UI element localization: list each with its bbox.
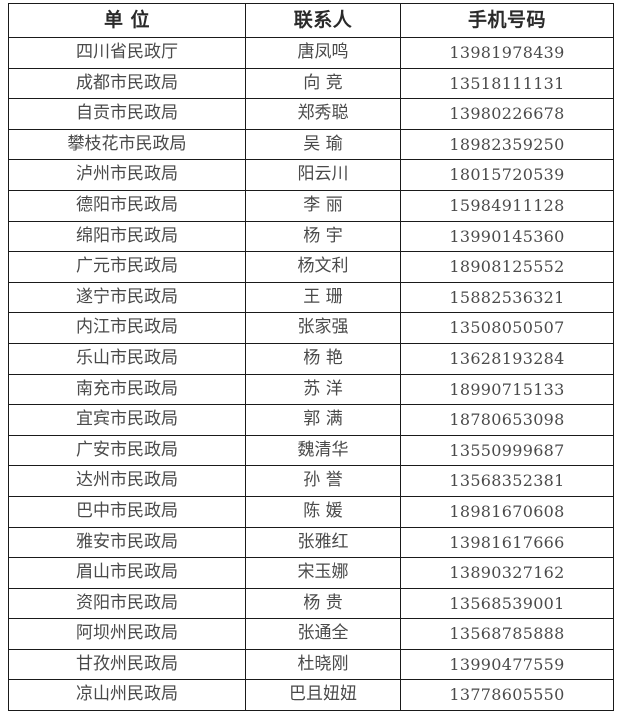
- table-row: 广元市民政局 杨文利 18908125552: [8, 251, 614, 283]
- cell-unit: 巴中市民政局: [8, 495, 246, 528]
- cell-contact-person: 张雅红: [245, 526, 401, 559]
- cell-contact-person: 张家强: [245, 312, 401, 344]
- cell-phone-number: 18780653098: [400, 404, 614, 436]
- table-row: 乐山市民政局杨 艳 13628193284: [8, 342, 614, 375]
- cell-contact-person: 杨 宇: [245, 220, 401, 253]
- table-row: 泸州市民政局 阳云川 18015720539: [8, 159, 614, 191]
- table-row: 四川省民政厅 唐凤鸣 13981978439: [8, 37, 614, 69]
- cell-contact-person: 李 丽: [245, 189, 401, 222]
- cell-contact-person: 吴 瑜: [245, 128, 401, 161]
- cell-unit: 雅安市民政局: [8, 526, 246, 559]
- table-row: 巴中市民政局陈 媛 18981670608: [8, 495, 614, 528]
- cell-contact-person: 孙 誉: [245, 465, 401, 497]
- table-row: 雅安市民政局 张雅红 13981617666: [8, 526, 614, 559]
- cell-unit: 绵阳市民政局: [8, 220, 246, 253]
- cell-phone-number: 13990477559: [400, 648, 614, 681]
- table-header: 单 位 联系人 手机号码: [8, 3, 614, 38]
- table-row: 内江市民政局 张家强 13508050507: [8, 312, 614, 344]
- table-row: 攀枝花市民政局吴 瑜 18982359250: [8, 128, 614, 161]
- cell-phone-number: 18015720539: [400, 159, 614, 191]
- cell-phone-number: 13568785888: [400, 618, 614, 650]
- column-header-person: 联系人: [245, 3, 401, 38]
- cell-phone-number: 13550999687: [400, 434, 614, 467]
- cell-contact-person: 阳云川: [245, 159, 401, 191]
- column-header-unit: 单 位: [8, 3, 246, 38]
- cell-unit: 凉山州民政局: [8, 679, 246, 711]
- cell-unit: 广安市民政局: [8, 434, 246, 467]
- cell-unit: 自贡市民政局: [8, 98, 246, 130]
- cell-contact-person: 郭 满: [245, 404, 401, 436]
- cell-phone-number: 13980226678: [400, 98, 614, 130]
- header-row: 单 位 联系人 手机号码: [8, 3, 614, 38]
- cell-contact-person: 杨文利: [245, 251, 401, 283]
- table-row: 宜宾市民政局郭 满 18780653098: [8, 404, 614, 436]
- cell-phone-number: 18990715133: [400, 373, 614, 406]
- cell-phone-number: 13568539001: [400, 587, 614, 620]
- cell-contact-person: 向 竞: [245, 67, 401, 100]
- cell-unit: 南充市民政局: [8, 373, 246, 406]
- cell-unit: 遂宁市民政局: [8, 281, 246, 314]
- cell-phone-number: 13778605550: [400, 679, 614, 711]
- cell-contact-person: 魏清华: [245, 434, 401, 467]
- cell-contact-person: 陈 媛: [245, 495, 401, 528]
- cell-phone-number: 13981978439: [400, 37, 614, 69]
- column-header-phone: 手机号码: [400, 3, 614, 38]
- cell-unit: 攀枝花市民政局: [8, 128, 246, 161]
- table-row: 阿坝州民政局 张通全 13568785888: [8, 618, 614, 650]
- cell-phone-number: 13990145360: [400, 220, 614, 253]
- cell-unit: 内江市民政局: [8, 312, 246, 344]
- table-row: 凉山州民政局 巴且妞妞 13778605550: [8, 679, 614, 711]
- cell-contact-person: 杨 贵: [245, 587, 401, 620]
- cell-unit: 宜宾市民政局: [8, 404, 246, 436]
- table-row: 遂宁市民政局王 珊 15882536321: [8, 281, 614, 314]
- cell-contact-person: 杜晓刚: [245, 648, 401, 681]
- cell-unit: 眉山市民政局: [8, 557, 246, 589]
- cell-phone-number: 13518111131: [400, 67, 614, 100]
- cell-contact-person: 宋玉娜: [245, 557, 401, 589]
- cell-phone-number: 18908125552: [400, 251, 614, 283]
- table-row: 德阳市民政局李 丽 15984911128: [8, 189, 614, 222]
- cell-phone-number: 18981670608: [400, 495, 614, 528]
- cell-unit: 资阳市民政局: [8, 587, 246, 620]
- contact-directory-table: 单 位 联系人 手机号码 四川省民政厅 唐凤鸣 13981978439 成都市民政局向…: [8, 3, 614, 711]
- table-body: 四川省民政厅 唐凤鸣 13981978439 成都市民政局向 竞 13518111131…: [8, 37, 614, 711]
- table-row: 成都市民政局向 竞 13518111131: [8, 67, 614, 100]
- cell-unit: 成都市民政局: [8, 67, 246, 100]
- table-row: 绵阳市民政局杨 宇 13990145360: [8, 220, 614, 253]
- cell-contact-person: 唐凤鸣: [245, 37, 401, 69]
- table-row: 达州市民政局孙 誉 13568352381: [8, 465, 614, 497]
- cell-unit: 德阳市民政局: [8, 189, 246, 222]
- cell-unit: 四川省民政厅: [8, 37, 246, 69]
- cell-phone-number: 15882536321: [400, 281, 614, 314]
- cell-phone-number: 13981617666: [400, 526, 614, 559]
- table-row: 甘孜州民政局 杜晓刚 13990477559: [8, 648, 614, 681]
- table-row: 广安市民政局 魏清华 13550999687: [8, 434, 614, 467]
- cell-contact-person: 杨 艳: [245, 342, 401, 375]
- cell-unit: 达州市民政局: [8, 465, 246, 497]
- cell-contact-person: 巴且妞妞: [245, 679, 401, 711]
- cell-phone-number: 13568352381: [400, 465, 614, 497]
- cell-contact-person: 王 珊: [245, 281, 401, 314]
- table-row: 南充市民政局苏 洋 18990715133: [8, 373, 614, 406]
- cell-contact-person: 郑秀聪: [245, 98, 401, 130]
- table-row: 资阳市民政局杨 贵 13568539001: [8, 587, 614, 620]
- cell-unit: 乐山市民政局: [8, 342, 246, 375]
- table-row: 眉山市民政局 宋玉娜 13890327162: [8, 557, 614, 589]
- cell-unit: 广元市民政局: [8, 251, 246, 283]
- cell-unit: 阿坝州民政局: [8, 618, 246, 650]
- cell-contact-person: 苏 洋: [245, 373, 401, 406]
- cell-unit: 甘孜州民政局: [8, 648, 246, 681]
- cell-phone-number: 13628193284: [400, 342, 614, 375]
- cell-phone-number: 18982359250: [400, 128, 614, 161]
- cell-unit: 泸州市民政局: [8, 159, 246, 191]
- cell-phone-number: 13508050507: [400, 312, 614, 344]
- contact-table-container: 单 位 联系人 手机号码 四川省民政厅 唐凤鸣 13981978439 成都市民政局向…: [8, 3, 614, 711]
- table-row: 自贡市民政局 郑秀聪 13980226678: [8, 98, 614, 130]
- cell-phone-number: 15984911128: [400, 189, 614, 222]
- cell-contact-person: 张通全: [245, 618, 401, 650]
- cell-phone-number: 13890327162: [400, 557, 614, 589]
